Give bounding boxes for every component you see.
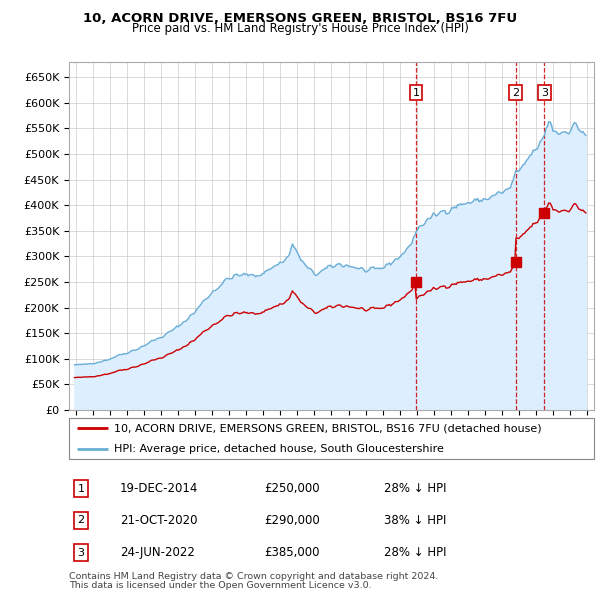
Text: £250,000: £250,000 <box>264 482 320 495</box>
Text: Price paid vs. HM Land Registry's House Price Index (HPI): Price paid vs. HM Land Registry's House … <box>131 22 469 35</box>
Text: 10, ACORN DRIVE, EMERSONS GREEN, BRISTOL, BS16 7FU: 10, ACORN DRIVE, EMERSONS GREEN, BRISTOL… <box>83 12 517 25</box>
Text: 19-DEC-2014: 19-DEC-2014 <box>120 482 199 495</box>
Text: HPI: Average price, detached house, South Gloucestershire: HPI: Average price, detached house, Sout… <box>113 444 443 454</box>
Text: 21-OCT-2020: 21-OCT-2020 <box>120 514 197 527</box>
Text: 3: 3 <box>77 548 85 558</box>
Text: 2: 2 <box>77 516 85 525</box>
Text: 1: 1 <box>413 88 420 98</box>
Text: 38% ↓ HPI: 38% ↓ HPI <box>384 514 446 527</box>
Text: This data is licensed under the Open Government Licence v3.0.: This data is licensed under the Open Gov… <box>69 581 371 589</box>
Text: 1: 1 <box>77 484 85 493</box>
Text: 28% ↓ HPI: 28% ↓ HPI <box>384 482 446 495</box>
Text: 3: 3 <box>541 88 548 98</box>
Text: 2: 2 <box>512 88 520 98</box>
Text: £385,000: £385,000 <box>264 546 320 559</box>
Text: £290,000: £290,000 <box>264 514 320 527</box>
Text: 10, ACORN DRIVE, EMERSONS GREEN, BRISTOL, BS16 7FU (detached house): 10, ACORN DRIVE, EMERSONS GREEN, BRISTOL… <box>113 424 541 434</box>
Text: Contains HM Land Registry data © Crown copyright and database right 2024.: Contains HM Land Registry data © Crown c… <box>69 572 439 581</box>
Text: 24-JUN-2022: 24-JUN-2022 <box>120 546 195 559</box>
Text: 28% ↓ HPI: 28% ↓ HPI <box>384 546 446 559</box>
